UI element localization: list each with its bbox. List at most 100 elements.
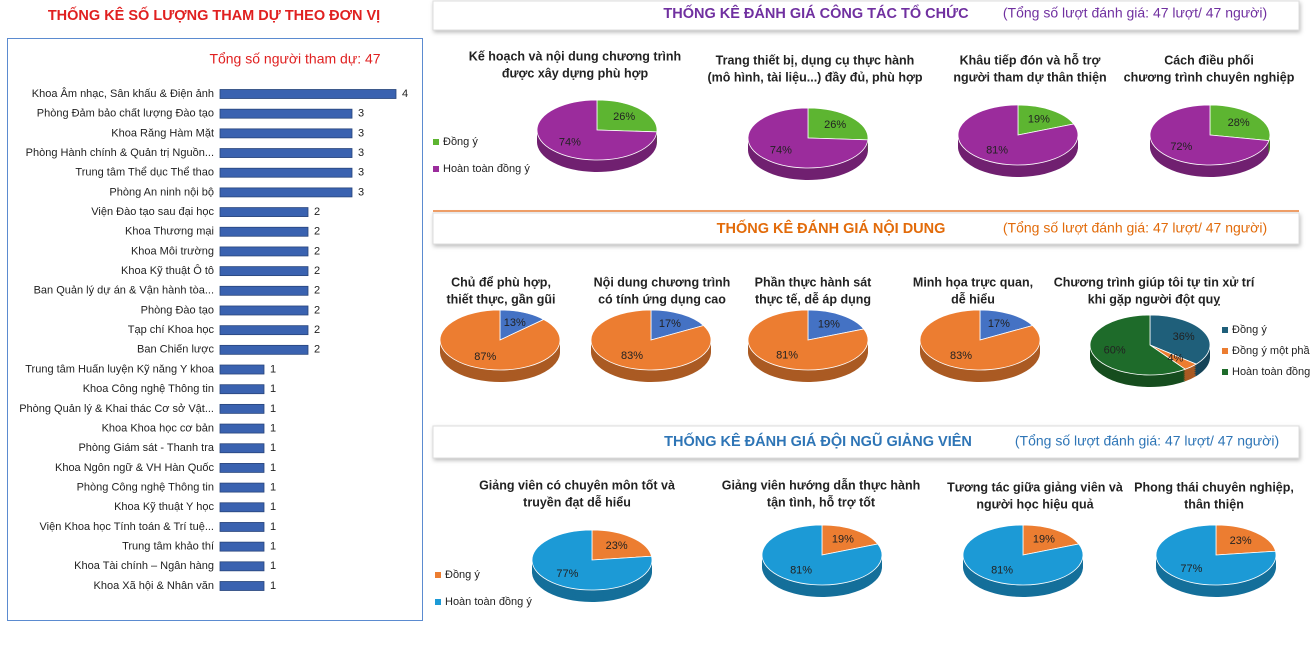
pie-slice xyxy=(807,107,869,141)
section-header xyxy=(432,0,1300,31)
pie-slice xyxy=(596,99,658,133)
category-label: Ban Quản lý dự án & Vận hành tòa... xyxy=(34,285,214,297)
pie-slice xyxy=(979,309,1034,341)
pie-slice xyxy=(439,309,561,371)
data-label: 74% xyxy=(559,137,581,149)
pie-slice xyxy=(1022,524,1080,556)
pie-slice xyxy=(1089,314,1187,376)
value-label: 1 xyxy=(270,501,276,513)
section-title: THỐNG KÊ ĐÁNH GIÁ CÔNG TÁC TỔ CHỨC xyxy=(663,4,969,22)
category-label: Phòng Công nghệ Thông tin xyxy=(77,482,214,494)
legend-swatch xyxy=(435,572,441,578)
bar xyxy=(219,285,309,296)
data-label: 23% xyxy=(606,540,628,552)
category-label: Khoa Thương mại xyxy=(125,226,214,238)
value-label: 1 xyxy=(270,580,276,592)
category-label: Viện Khoa học Tính toán & Trí tuệ... xyxy=(40,521,215,533)
data-label: 19% xyxy=(1028,114,1050,126)
section-header xyxy=(432,425,1300,459)
pie-slice xyxy=(919,309,1041,371)
chart-title: thiết thực, gần gũi xyxy=(446,292,555,306)
value-label: 1 xyxy=(270,560,276,572)
data-label: 81% xyxy=(776,349,798,361)
data-label: 81% xyxy=(991,564,1013,576)
bar xyxy=(219,167,353,178)
pie-slice xyxy=(962,524,1084,586)
value-label: 2 xyxy=(314,245,320,257)
category-label: Trung tâm khảo thí xyxy=(122,541,214,553)
category-label: Trung tâm Huấn luyện Kỹ năng Y khoa xyxy=(25,363,215,375)
chart-title: Chương trình giúp tôi tự tin xử trí xyxy=(1054,275,1255,289)
category-label: Khoa Kỹ thuật Y học xyxy=(114,501,214,513)
chart-title: Nội dung chương trình xyxy=(594,275,731,289)
bar xyxy=(219,226,309,237)
chart-title: khi gặp người đột quỵ xyxy=(1088,292,1221,306)
legend-label: Hoàn toàn đồng ý xyxy=(443,163,530,175)
value-label: 2 xyxy=(314,226,320,238)
bar xyxy=(219,403,265,414)
legend-swatch xyxy=(1222,327,1228,333)
data-label: 23% xyxy=(1230,535,1252,547)
value-label: 1 xyxy=(270,482,276,494)
chart-title: Minh họa trực quan, xyxy=(913,275,1033,289)
bar xyxy=(219,108,353,119)
legend-swatch xyxy=(1222,348,1228,354)
category-label: Khoa Răng Hàm Mặt xyxy=(111,127,214,139)
data-label: 19% xyxy=(832,534,854,546)
category-label: Khoa Tài chính – Ngân hàng xyxy=(74,560,214,572)
value-label: 1 xyxy=(270,521,276,533)
chart-title: Phần thực hành sát xyxy=(755,275,873,289)
bar xyxy=(219,502,265,513)
section-subtitle: (Tổng số lượt đánh giá: 47 lượt/ 47 ngườ… xyxy=(1003,220,1267,236)
chart-title: thân thiện xyxy=(1184,497,1244,511)
category-label: Phòng Quản lý & Khai thác Cơ sở Vật... xyxy=(19,403,214,415)
pie-slice xyxy=(807,309,865,341)
bar xyxy=(219,305,309,316)
category-label: Ban Chiến lược xyxy=(137,344,214,356)
value-label: 1 xyxy=(270,442,276,454)
bar xyxy=(219,443,265,454)
chart-title: người tham dự thân thiện xyxy=(953,70,1106,84)
category-label: Phòng An ninh nội bộ xyxy=(109,186,214,198)
legend-label: Đồng ý xyxy=(1232,324,1267,336)
pie-slice xyxy=(591,529,653,561)
pie-slice xyxy=(1017,104,1075,136)
value-label: 1 xyxy=(270,363,276,375)
category-label: Khoa Ngôn ngữ & VH Hàn Quốc xyxy=(55,462,215,474)
bar xyxy=(219,148,353,158)
legend-label: Đồng ý xyxy=(443,136,478,148)
bar-panel xyxy=(7,38,423,621)
value-label: 2 xyxy=(314,285,320,297)
bar xyxy=(219,561,265,572)
bar xyxy=(219,463,265,473)
legend-label: Hoàn toàn đồng xyxy=(1232,366,1310,378)
chart-title: tận tình, hỗ trợ tốt xyxy=(767,494,876,509)
data-label: 26% xyxy=(613,111,635,123)
data-label: 74% xyxy=(770,145,792,157)
data-label: 81% xyxy=(986,144,1008,156)
chart-title: thực tế, dễ áp dụng xyxy=(755,291,871,306)
legend-swatch xyxy=(1222,369,1228,375)
bar xyxy=(219,246,309,257)
bar-chart-subtitle: Tổng số người tham dự: 47 xyxy=(209,51,380,67)
category-label: Khoa Công nghệ Thông tin xyxy=(83,383,214,395)
data-label: 77% xyxy=(556,568,578,580)
section-subtitle: (Tổng số lượt đánh giá: 47 lượt/ 47 ngườ… xyxy=(1003,5,1267,21)
legend-swatch xyxy=(433,166,439,172)
data-label: 60% xyxy=(1104,345,1126,357)
pie-slice xyxy=(1215,524,1277,556)
bar xyxy=(219,207,309,217)
data-label: 83% xyxy=(950,350,972,362)
chart-title: Khâu tiếp đón và hỗ trợ xyxy=(960,52,1101,67)
data-label: 19% xyxy=(1033,534,1055,546)
chart-title: chương trình chuyên nghiệp xyxy=(1124,70,1295,84)
value-label: 1 xyxy=(270,462,276,474)
bar xyxy=(219,541,265,552)
bar xyxy=(219,89,397,99)
value-label: 4 xyxy=(402,88,408,100)
chart-title: Giảng viên có chuyên môn tốt và xyxy=(479,478,675,492)
value-label: 3 xyxy=(358,186,364,198)
data-label: 17% xyxy=(988,318,1010,330)
legend-swatch xyxy=(433,139,439,145)
